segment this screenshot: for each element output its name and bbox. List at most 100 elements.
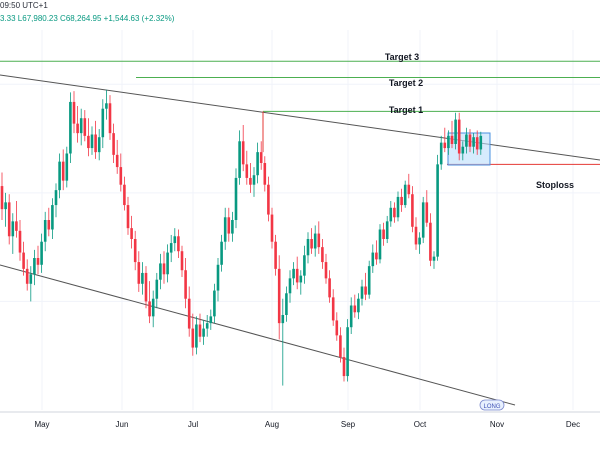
- candle-body: [465, 134, 468, 147]
- candle-body: [432, 256, 436, 261]
- candle-body: [475, 137, 479, 150]
- candle-body: [259, 152, 263, 163]
- candle-body: [457, 119, 461, 154]
- candle-body: [346, 327, 349, 377]
- candle-body: [310, 239, 313, 249]
- candle-body: [72, 101, 76, 124]
- x-tick-label: Aug: [265, 420, 279, 429]
- level-label: Target 1: [389, 105, 423, 115]
- candle-body: [241, 141, 245, 165]
- candle-body: [180, 251, 184, 271]
- candle-body: [177, 236, 180, 252]
- candle-body: [421, 202, 425, 238]
- candle-body: [133, 239, 137, 263]
- candle-body: [184, 270, 187, 299]
- candle-body: [29, 274, 33, 284]
- x-tick-label: Sep: [341, 420, 356, 429]
- candle-body: [285, 293, 288, 315]
- candle-body: [162, 263, 166, 275]
- candle-body: [461, 146, 465, 154]
- candle-body: [69, 101, 72, 154]
- candle-body: [202, 328, 205, 337]
- candle-body: [51, 205, 54, 230]
- candle-body: [292, 268, 295, 279]
- candle-body: [364, 286, 367, 295]
- candle-body: [389, 207, 393, 222]
- candle-body: [450, 135, 454, 144]
- ohlc-readout: 3.33 L67,980.23 C68,264.95 +1,544.63 (+2…: [0, 14, 175, 23]
- candle-body: [205, 323, 209, 329]
- candle-body: [375, 252, 378, 260]
- x-tick-label: Jul: [188, 420, 198, 429]
- candle-body: [94, 134, 97, 153]
- candle-body: [472, 137, 475, 147]
- candle-body: [123, 184, 126, 206]
- candle-body: [144, 272, 148, 302]
- candle-body: [79, 118, 83, 134]
- trend-channel: [0, 74, 600, 406]
- candle-body: [227, 217, 231, 234]
- candle-body: [40, 241, 43, 265]
- candle-body: [328, 278, 331, 298]
- candle-body: [396, 196, 400, 218]
- badge-label: LONG: [483, 404, 500, 410]
- candle-body: [213, 290, 216, 317]
- candle-body: [61, 161, 65, 181]
- candle-body: [270, 214, 274, 242]
- candle-body: [22, 252, 25, 269]
- candle-body: [317, 233, 321, 248]
- candle-body: [299, 275, 303, 283]
- candle-body: [159, 263, 162, 280]
- candle-body: [306, 239, 310, 256]
- candle-body: [191, 328, 195, 348]
- candle-body: [115, 154, 119, 168]
- candle-body: [295, 268, 299, 283]
- candle-body: [90, 134, 94, 149]
- candle-body: [479, 135, 483, 150]
- candle-body: [335, 320, 339, 336]
- candle-body: [321, 247, 324, 263]
- candle-body: [313, 233, 317, 249]
- candle-body: [400, 196, 403, 206]
- x-tick-label: Nov: [490, 420, 504, 429]
- candle-body: [18, 230, 22, 253]
- candle-body: [360, 286, 364, 299]
- candle-body: [447, 135, 450, 149]
- candle-body: [87, 135, 90, 149]
- candle-body: [443, 142, 447, 149]
- candle-body: [76, 123, 79, 134]
- candle-body: [353, 305, 357, 313]
- candle-body: [105, 103, 108, 109]
- candle-body: [263, 163, 267, 185]
- candle-body: [256, 152, 259, 176]
- candle-body: [436, 164, 439, 257]
- candle-body: [151, 298, 155, 317]
- candle-body: [349, 305, 353, 328]
- candle-body: [411, 194, 414, 227]
- candle-body: [166, 252, 169, 275]
- candle-body: [393, 207, 396, 218]
- candle-body: [234, 177, 238, 220]
- grid-lines: [0, 30, 600, 410]
- candle-body: [15, 221, 18, 231]
- candle-body: [342, 357, 346, 377]
- candle-body: [54, 190, 58, 206]
- ticker-header: 09:50 UTC+1 3.33 L67,980.23 C68,264.95 +…: [0, 0, 600, 26]
- candle-body: [130, 228, 133, 239]
- candle-body: [407, 184, 411, 195]
- x-tick-label: Dec: [566, 420, 580, 429]
- candlestick-series: [0, 89, 483, 386]
- candle-body: [65, 153, 69, 181]
- candle-body: [195, 324, 198, 348]
- candle-body: [112, 133, 115, 155]
- candle-body: [231, 220, 234, 234]
- x-tick-label: May: [34, 420, 49, 429]
- candle-body: [267, 184, 270, 215]
- candle-body: [223, 217, 227, 242]
- candle-body: [198, 324, 202, 337]
- candle-body: [418, 237, 421, 245]
- timestamp-label: 09:50 UTC+1: [0, 1, 48, 10]
- candle-body: [252, 175, 256, 185]
